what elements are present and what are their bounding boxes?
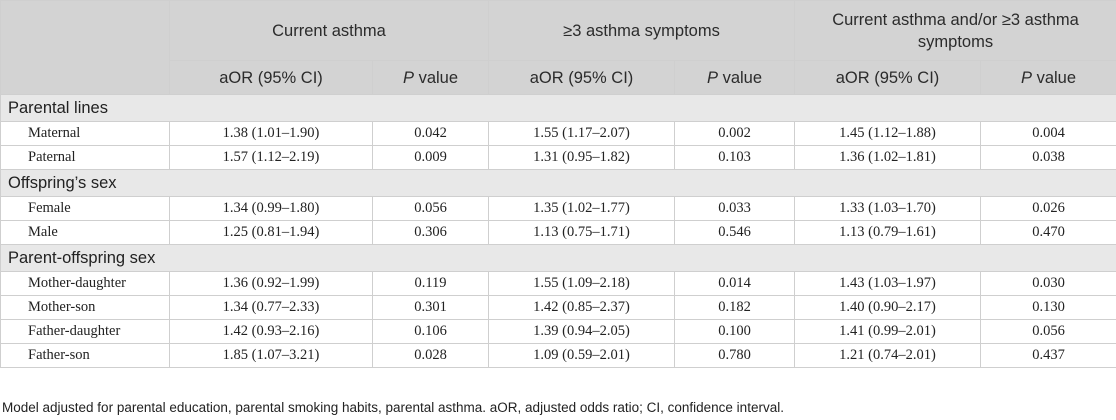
table-row: Maternal 1.38 (1.01–1.90) 0.042 1.55 (1.17–… [0, 121, 1116, 146]
aor-cell: 1.38 (1.01–1.90) [169, 121, 373, 146]
p-rest: value [413, 68, 459, 87]
group-header-asthma-symptoms: ≥3 asthma symptoms [488, 0, 795, 61]
row-label: Maternal [0, 121, 170, 146]
section-title: Offspring’s sex [0, 169, 1116, 197]
p-value-cell: 0.033 [674, 196, 795, 221]
aor-cell: 1.33 (1.03–1.70) [794, 196, 981, 221]
subheader-p-value: P value [674, 60, 795, 95]
p-value-cell: 0.301 [372, 295, 489, 320]
p-value-cell: 0.470 [979, 220, 1116, 245]
p-value-cell: 0.009 [372, 145, 489, 170]
aor-cell: 1.36 (0.92–1.99) [169, 271, 373, 296]
table-row: Female 1.34 (0.99–1.80) 0.056 1.35 (1.02–1.… [0, 196, 1116, 221]
p-value-cell: 0.100 [674, 319, 795, 344]
aor-cell: 1.25 (0.81–1.94) [169, 220, 373, 245]
row-label: Mother-daughter [0, 271, 170, 296]
section-row: Offspring’s sex [0, 169, 1116, 197]
aor-cell: 1.41 (0.99–2.01) [794, 319, 981, 344]
p-value-cell: 0.780 [674, 343, 795, 368]
aor-cell: 1.43 (1.03–1.97) [794, 271, 981, 296]
table-header: Current asthma ≥3 asthma symptoms Curren… [0, 0, 1116, 95]
p-value-cell: 0.437 [979, 343, 1116, 368]
table-row: Mother-daughter 1.36 (0.92–1.99) 0.119 1.55… [0, 271, 1116, 296]
p-value-cell: 0.026 [979, 196, 1116, 221]
aor-cell: 1.31 (0.95–1.82) [488, 145, 675, 170]
row-label: Father-daughter [0, 319, 170, 344]
p-value-cell: 0.030 [979, 271, 1116, 296]
subheader-p-value: P value [979, 60, 1116, 95]
p-value-cell: 0.004 [979, 121, 1116, 146]
p-value-cell: 0.130 [979, 295, 1116, 320]
row-label: Male [0, 220, 170, 245]
p-value-cell: 0.056 [372, 196, 489, 221]
p-value-cell: 0.103 [674, 145, 795, 170]
aor-cell: 1.36 (1.02–1.81) [794, 145, 981, 170]
table-row: Mother-son 1.34 (0.77–2.33) 0.301 1.42 (0.8… [0, 295, 1116, 320]
p-value-cell: 0.056 [979, 319, 1116, 344]
aor-cell: 1.35 (1.02–1.77) [488, 196, 675, 221]
aor-cell: 1.21 (0.74–2.01) [794, 343, 981, 368]
aor-cell: 1.85 (1.07–3.21) [169, 343, 373, 368]
p-value-cell: 0.014 [674, 271, 795, 296]
row-label: Mother-son [0, 295, 170, 320]
p-value-cell: 0.106 [372, 319, 489, 344]
p-value-cell: 0.042 [372, 121, 489, 146]
p-value-cell: 0.028 [372, 343, 489, 368]
aor-cell: 1.13 (0.79–1.61) [794, 220, 981, 245]
aor-cell: 1.13 (0.75–1.71) [488, 220, 675, 245]
p-italic: P [1020, 68, 1032, 87]
p-value-cell: 0.119 [372, 271, 489, 296]
table-footnote: Model adjusted for parental education, p… [2, 400, 784, 415]
results-table: Current asthma ≥3 asthma symptoms Curren… [0, 0, 1116, 368]
header-stub-cell [0, 0, 170, 95]
aor-cell: 1.09 (0.59–2.01) [488, 343, 675, 368]
table-row: Father-daughter 1.42 (0.93–2.16) 0.106 1.39… [0, 319, 1116, 344]
aor-cell: 1.40 (0.90–2.17) [794, 295, 981, 320]
aor-cell: 1.57 (1.12–2.19) [169, 145, 373, 170]
p-value-cell: 0.182 [674, 295, 795, 320]
p-value-cell: 0.002 [674, 121, 795, 146]
p-rest: value [717, 68, 763, 87]
row-label: Female [0, 196, 170, 221]
p-value-cell: 0.038 [979, 145, 1116, 170]
group-header-current-asthma: Current asthma [169, 0, 489, 61]
row-label: Father-son [0, 343, 170, 368]
p-italic: P [402, 68, 414, 87]
aor-cell: 1.42 (0.85–2.37) [488, 295, 675, 320]
p-value-cell: 0.546 [674, 220, 795, 245]
group-header-combined: Current asthma and/or ≥3 asthma symptoms [793, 0, 1116, 61]
subheader-aor: aOR (95% CI) [794, 60, 981, 95]
aor-cell: 1.34 (0.77–2.33) [169, 295, 373, 320]
subheader-p-value: P value [372, 60, 489, 95]
aor-cell: 1.55 (1.09–2.18) [488, 271, 675, 296]
aor-cell: 1.45 (1.12–1.88) [794, 121, 981, 146]
aor-cell: 1.34 (0.99–1.80) [169, 196, 373, 221]
p-italic: P [706, 68, 718, 87]
table-row: Father-son 1.85 (1.07–3.21) 0.028 1.09 (0.5… [0, 343, 1116, 368]
aor-cell: 1.55 (1.17–2.07) [488, 121, 675, 146]
table-row: Paternal 1.57 (1.12–2.19) 0.009 1.31 (0.95–… [0, 145, 1116, 170]
subheader-aor: aOR (95% CI) [169, 60, 373, 95]
aor-cell: 1.39 (0.94–2.05) [488, 319, 675, 344]
table-row: Male 1.25 (0.81–1.94) 0.306 1.13 (0.75–1.71… [0, 220, 1116, 245]
row-label: Paternal [0, 145, 170, 170]
p-value-cell: 0.306 [372, 220, 489, 245]
table-body: Parental lines Maternal 1.38 (1.01–1.90) 0.… [0, 94, 1116, 368]
section-title: Parent-offspring sex [0, 244, 1116, 272]
subheader-aor: aOR (95% CI) [488, 60, 675, 95]
section-row: Parent-offspring sex [0, 244, 1116, 272]
p-rest: value [1032, 68, 1077, 87]
section-title: Parental lines [0, 94, 1116, 122]
aor-cell: 1.42 (0.93–2.16) [169, 319, 373, 344]
section-row: Parental lines [0, 94, 1116, 122]
